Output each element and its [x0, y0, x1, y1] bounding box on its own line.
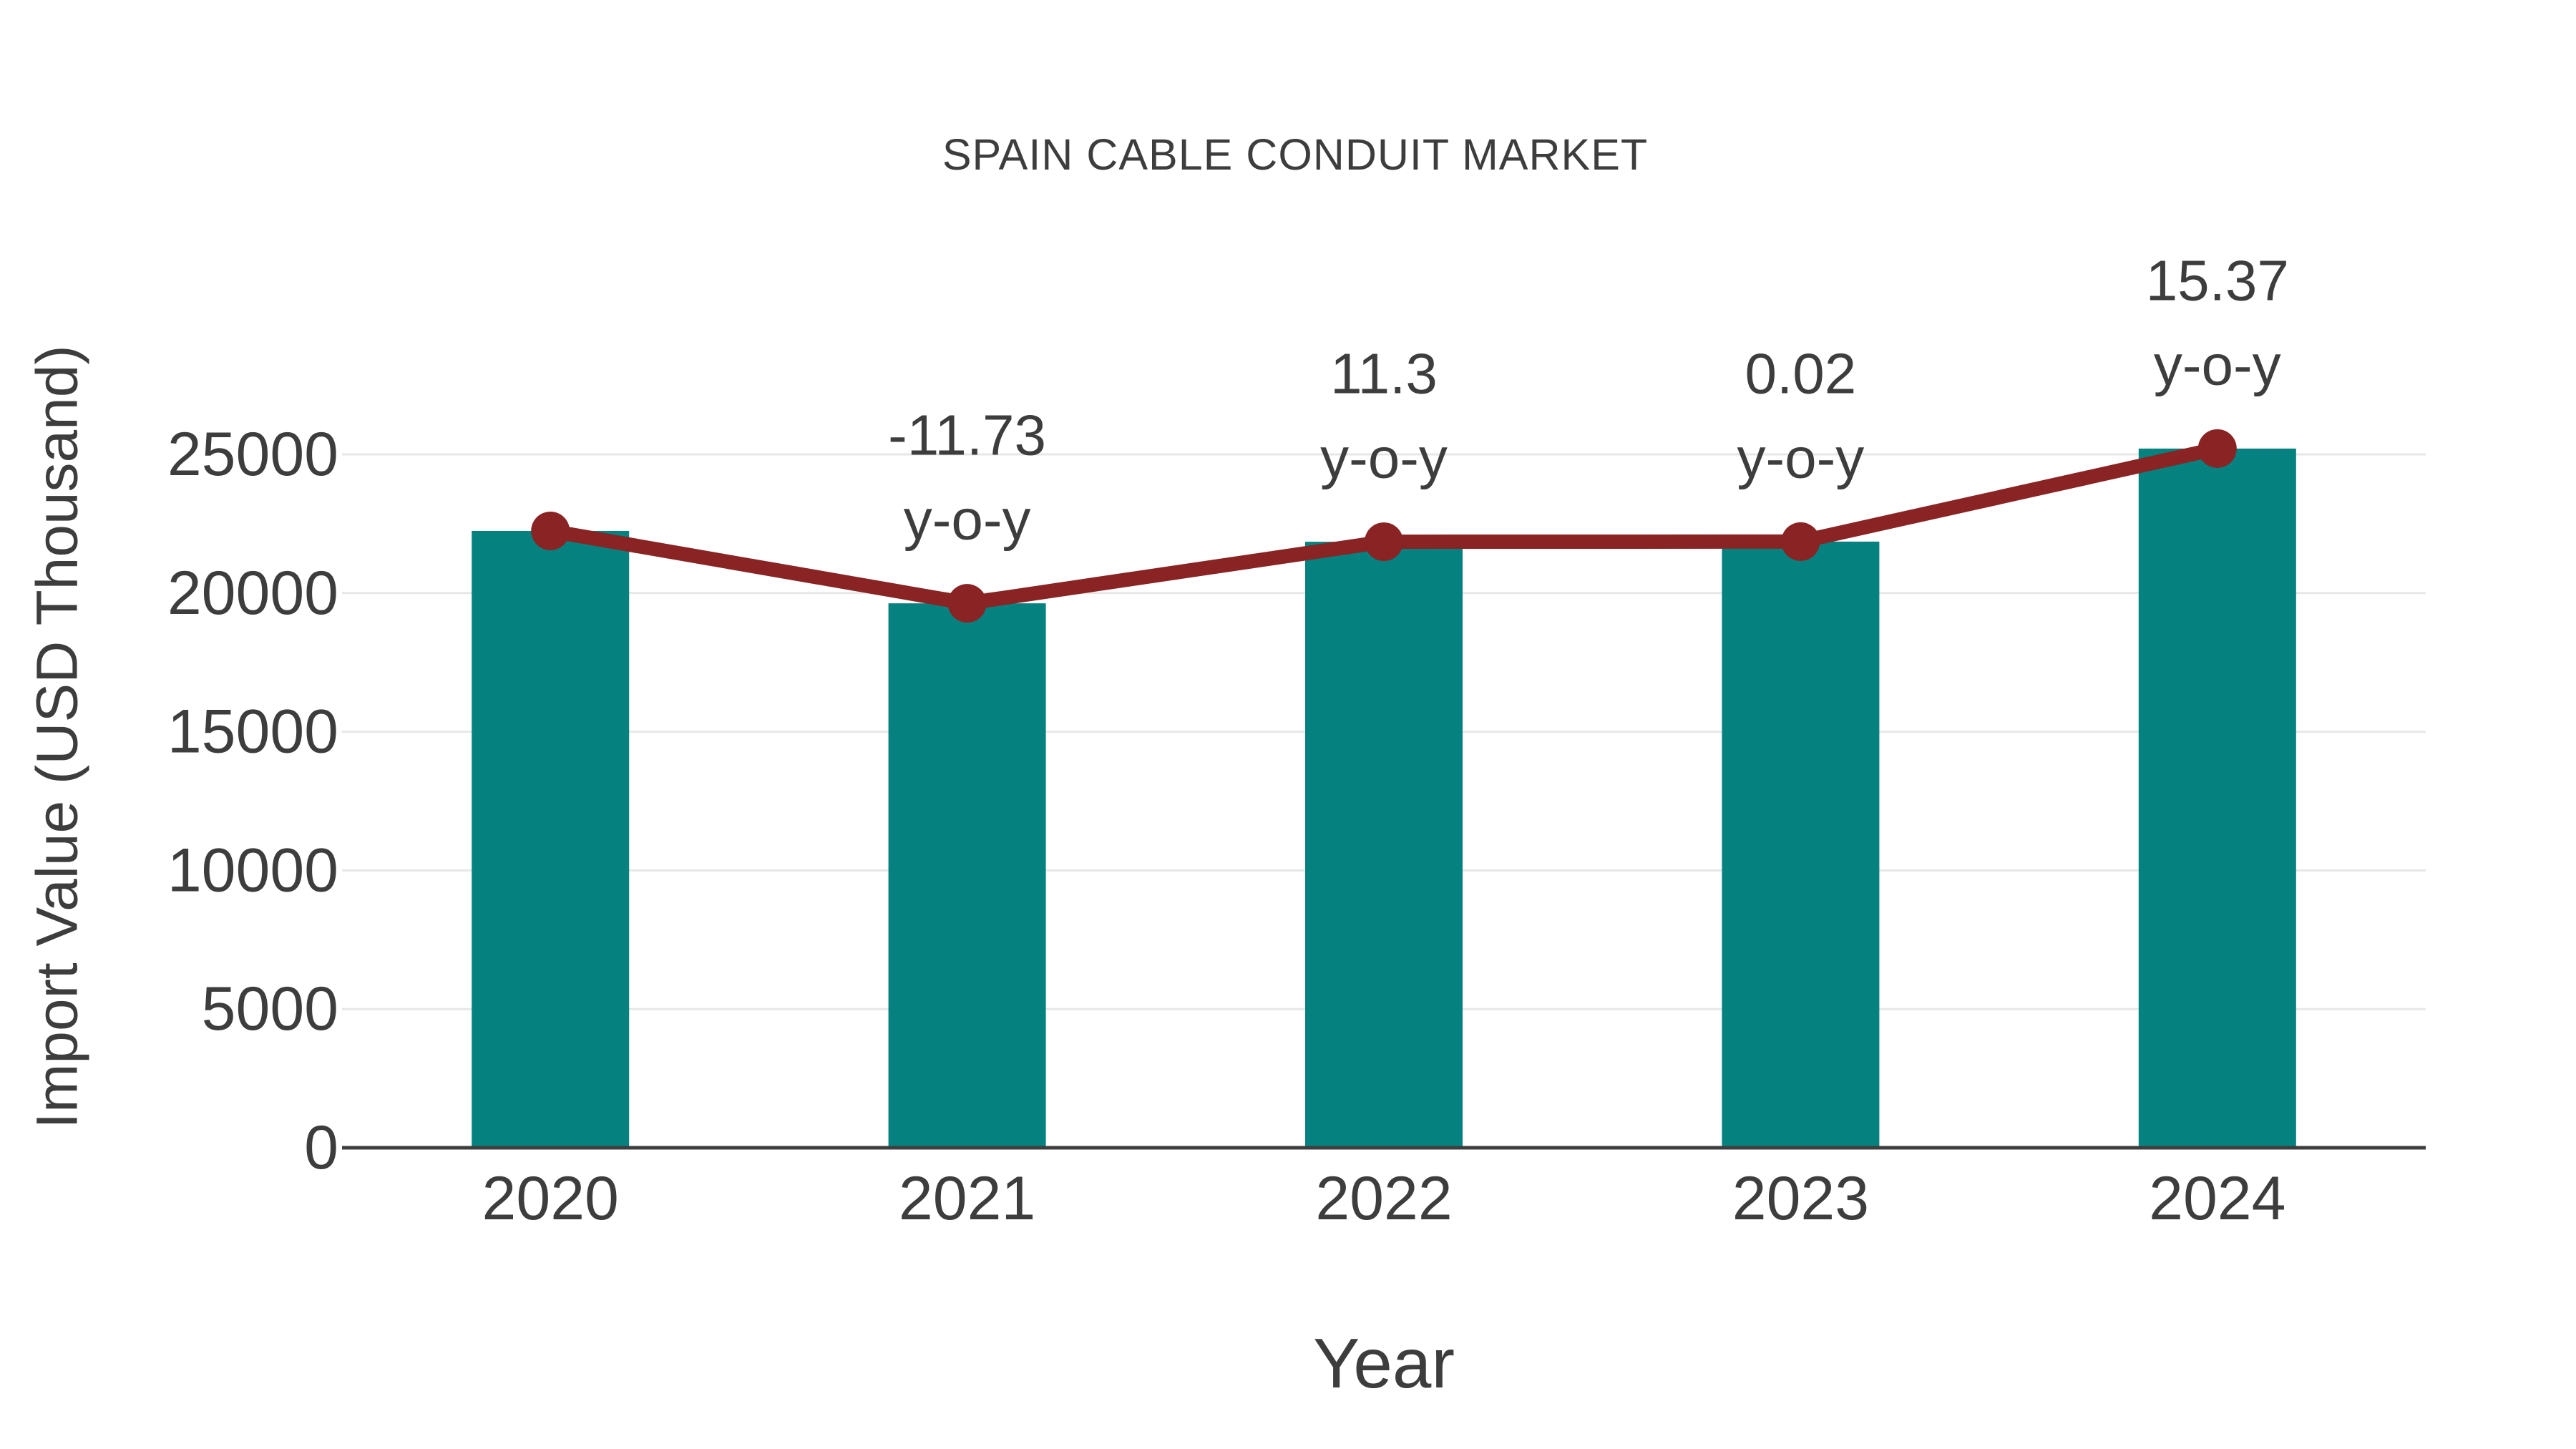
y-tick-label-0: 0: [304, 1113, 338, 1182]
yoy-suffix-label-2021: y-o-y: [904, 488, 1031, 552]
yoy-marker-2024: [2197, 429, 2237, 468]
x-tick-label-2024: 2024: [2149, 1164, 2285, 1233]
bar-2023: [1722, 541, 1880, 1148]
bar-2024: [2138, 448, 2296, 1148]
x-tick-label-2023: 2023: [1732, 1164, 1869, 1233]
yoy-suffix-label-2024: y-o-y: [2154, 333, 2281, 396]
y-tick-label-15000: 15000: [167, 698, 338, 766]
yoy-line-series: [531, 429, 2237, 623]
yoy-value-label-2024: 15.37: [2146, 248, 2289, 312]
yoy-marker-2020: [531, 511, 570, 550]
yoy-value-label-2021: -11.73: [888, 404, 1046, 467]
yoy-value-label-2022: 11.3: [1330, 342, 1438, 406]
y-tick-label-10000: 10000: [167, 836, 338, 904]
bar-2020: [472, 530, 630, 1148]
yoy-value-label-2023: 0.02: [1745, 341, 1857, 405]
bar-2022: [1305, 542, 1463, 1148]
yoy-suffix-label-2023: y-o-y: [1737, 426, 1865, 489]
yoy-marker-2023: [1781, 522, 1820, 561]
yoy-marker-2022: [1365, 522, 1403, 562]
x-axis-title: Year: [1313, 1324, 1455, 1402]
x-tick-label-2020: 2020: [482, 1164, 619, 1233]
yoy-marker-2021: [947, 584, 987, 623]
y-axis-title: Import Value (USD Thousand): [25, 345, 90, 1128]
bar-series: [472, 448, 2296, 1148]
yoy-data-labels: -11.73 y-o-y 11.3 y-o-y 0.02 y-o-y 15.37 y-o-y: [888, 248, 2289, 551]
y-tick-label-25000: 25000: [167, 420, 338, 489]
yoy-suffix-label-2022: y-o-y: [1320, 426, 1448, 490]
x-tick-label-2021: 2021: [899, 1164, 1035, 1233]
x-tick-label-2022: 2022: [1315, 1164, 1452, 1233]
chart-title: SPAIN CABLE CONDUIT MARKET: [942, 130, 1648, 179]
bar-2021: [888, 603, 1046, 1148]
y-tick-label-20000: 20000: [167, 559, 338, 628]
y-tick-labels: 0 5000 10000 15000 20000 25000: [167, 420, 338, 1182]
x-tick-labels: 2020 2021 2022 2023 2024: [482, 1164, 2286, 1233]
y-tick-label-5000: 5000: [202, 975, 338, 1043]
